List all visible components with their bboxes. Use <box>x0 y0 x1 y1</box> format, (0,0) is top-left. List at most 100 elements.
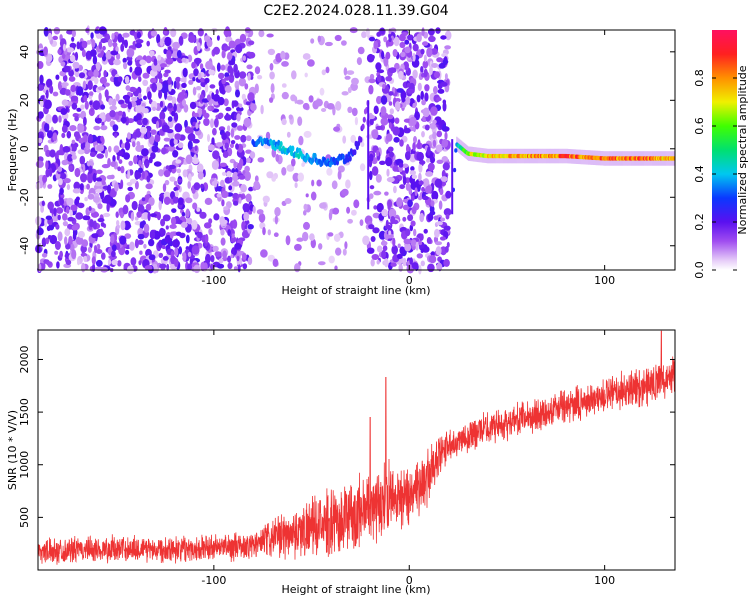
colorbar-tick-label: 0.8 <box>693 69 706 87</box>
noise-blob <box>72 61 80 69</box>
noise-blob <box>405 228 411 237</box>
noise-blob <box>211 160 219 170</box>
noise-blob <box>110 50 119 56</box>
noise-blob <box>49 85 54 94</box>
noise-blob <box>429 156 436 164</box>
noise-blob <box>62 74 68 82</box>
noise-blob <box>47 184 53 189</box>
noise-blob <box>138 76 142 82</box>
noise-blob <box>230 140 236 145</box>
noise-blob <box>135 113 142 121</box>
noise-blob <box>204 197 213 205</box>
noise-blob <box>163 48 168 55</box>
noise-blob <box>88 133 93 144</box>
noise-blob <box>285 235 291 246</box>
noise-blob <box>247 40 255 46</box>
noise-blob <box>353 199 360 209</box>
noise-blob <box>385 133 393 142</box>
noise-blob <box>237 264 241 273</box>
noise-blob <box>98 26 107 35</box>
noise-blob <box>419 233 424 241</box>
noise-blob <box>294 182 298 189</box>
noise-blob <box>404 39 410 45</box>
noise-blob <box>430 106 438 116</box>
noise-blob <box>84 197 88 202</box>
noise-blob <box>158 196 163 202</box>
noise-blob <box>42 174 48 183</box>
noise-blob <box>332 207 340 215</box>
noise-blob <box>86 40 92 45</box>
noise-blob <box>366 247 375 254</box>
noise-blob <box>193 68 199 77</box>
noise-blob <box>439 236 447 241</box>
noise-blob <box>75 236 84 245</box>
noise-blob <box>181 99 187 107</box>
noise-blob <box>351 107 358 117</box>
noise-blob <box>174 247 179 257</box>
noise-blob <box>422 246 430 253</box>
noise-blob <box>238 197 242 204</box>
noise-blob <box>239 33 247 43</box>
noise-blob <box>298 135 304 146</box>
noise-blob <box>445 213 450 220</box>
noise-blob <box>444 246 449 253</box>
noise-blob <box>175 76 181 83</box>
noise-blob <box>275 153 280 162</box>
noise-blob <box>101 164 110 169</box>
noise-blob <box>196 42 201 52</box>
noise-blob <box>228 185 233 191</box>
noise-blob <box>388 230 392 235</box>
noise-blob <box>35 160 44 168</box>
noise-blob <box>87 193 95 200</box>
noise-blob <box>126 47 135 58</box>
noise-blob <box>391 245 399 255</box>
noise-blob <box>145 203 152 211</box>
noise-blob <box>376 31 382 37</box>
noise-blob <box>206 94 211 101</box>
noise-blob <box>138 260 142 266</box>
noise-blob <box>318 243 323 250</box>
noise-blob <box>247 256 253 266</box>
noise-blob <box>141 197 146 202</box>
noise-blob <box>193 264 201 274</box>
noise-blob <box>389 151 394 158</box>
noise-blob <box>239 71 247 79</box>
noise-blob <box>69 42 77 49</box>
noise-blob <box>116 224 120 229</box>
noise-blob <box>153 58 158 66</box>
signal-point <box>272 139 276 146</box>
noise-blob <box>155 82 163 91</box>
noise-blob <box>71 102 78 110</box>
noise-blob <box>208 69 216 76</box>
noise-blob <box>153 161 162 167</box>
noise-blob <box>100 125 108 131</box>
noise-blob <box>359 163 366 172</box>
noise-blob <box>73 181 81 190</box>
noise-blob <box>121 143 125 149</box>
noise-blob <box>246 157 251 163</box>
noise-blob <box>369 73 375 81</box>
noise-blob <box>402 175 407 186</box>
spectrogram-noise-layer <box>35 25 452 275</box>
noise-blob <box>111 102 116 108</box>
noise-blob <box>368 36 376 42</box>
noise-blob <box>431 63 439 68</box>
noise-blob <box>66 184 71 190</box>
noise-blob <box>385 157 393 167</box>
noise-blob <box>120 117 127 123</box>
noise-blob <box>429 210 436 216</box>
noise-blob <box>139 126 148 134</box>
noise-blob <box>87 173 93 184</box>
noise-blob <box>292 172 300 182</box>
noise-blob <box>108 145 112 153</box>
noise-blob <box>221 132 227 141</box>
noise-blob <box>168 164 177 170</box>
noise-blob <box>180 221 188 228</box>
noise-blob <box>370 258 375 267</box>
noise-blob <box>126 132 131 140</box>
noise-blob <box>134 216 139 221</box>
noise-blob <box>54 241 61 250</box>
noise-blob <box>244 83 249 90</box>
noise-blob <box>216 263 225 269</box>
noise-blob <box>167 76 172 86</box>
